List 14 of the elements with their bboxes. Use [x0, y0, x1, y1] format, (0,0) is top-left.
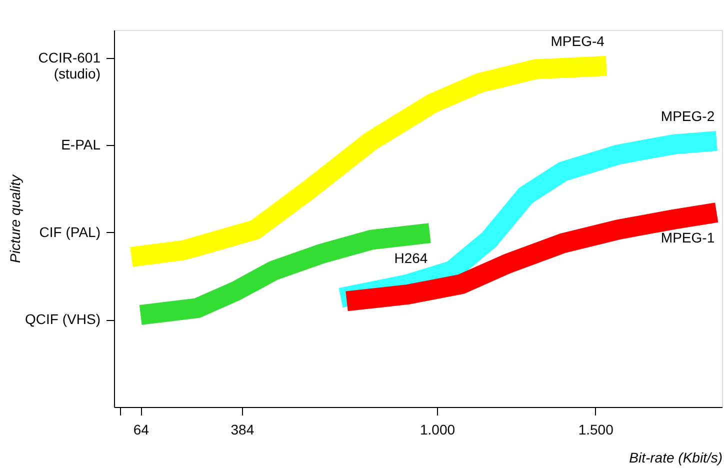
text: CCIR-601 (studio)	[38, 49, 101, 82]
series-label: MPEG-2	[660, 108, 715, 124]
text: QCIF (VHS)	[25, 311, 100, 328]
x-tick-label: 384	[230, 422, 254, 438]
x-tick-label: 64	[133, 422, 150, 438]
series-label: MPEG-1	[660, 230, 715, 246]
text: CIF (PAL)	[39, 224, 100, 240]
x-axis-title: Bit-rate (Kbit/s)	[629, 450, 722, 466]
series-label: MPEG-4	[550, 32, 605, 49]
x-tick-label: 1.500	[578, 422, 614, 438]
text: Picture quality	[7, 174, 24, 263]
text: E-PAL	[61, 136, 101, 153]
series-label: H264	[394, 250, 428, 266]
x-tick-label: 1.000	[420, 422, 456, 438]
